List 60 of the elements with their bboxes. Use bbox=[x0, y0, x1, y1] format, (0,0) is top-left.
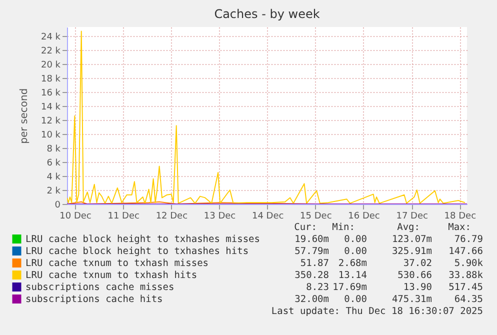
text: Avg: bbox=[397, 222, 420, 234]
y-tick-label: 14 k bbox=[40, 102, 62, 113]
text: 37.02 bbox=[403, 258, 432, 270]
legend-label: LRU cache txnum to txhash hits bbox=[26, 270, 198, 281]
text: 8.23 bbox=[306, 282, 329, 294]
y-tick-label: 12 k bbox=[40, 116, 62, 127]
text: 0.00 bbox=[344, 294, 367, 306]
text: 13.90 bbox=[403, 282, 432, 294]
x-tick-label: 17 Dec bbox=[396, 212, 428, 222]
text: 5.90k bbox=[454, 258, 483, 270]
text: 475.31m bbox=[392, 294, 432, 306]
text: 57.79m bbox=[294, 246, 329, 258]
legend-label: LRU cache block height to txhashes hits bbox=[26, 246, 249, 257]
line-series bbox=[67, 30, 466, 204]
text: 517.45 bbox=[448, 282, 483, 294]
text: 33.88k bbox=[448, 270, 483, 282]
y-tick-label: 0 bbox=[54, 200, 61, 210]
text: 17.69m bbox=[332, 282, 367, 294]
text: 0.00 bbox=[344, 234, 367, 246]
legend-label: LRU cache block height to txhashes misses bbox=[26, 234, 260, 245]
text: Max: bbox=[448, 222, 471, 234]
text: 123.07m bbox=[392, 234, 432, 246]
x-tick-label: 16 Dec bbox=[348, 212, 380, 222]
x-tick-label: 10 Dec bbox=[60, 212, 92, 222]
x-tick-label: 13 Dec bbox=[204, 212, 236, 222]
legend-label: LRU cache txnum to txhash misses bbox=[26, 258, 209, 269]
y-tick-label: 16 k bbox=[40, 88, 62, 99]
text: 350.28 bbox=[294, 270, 329, 282]
legend-label: subscriptions cache misses bbox=[26, 282, 174, 293]
text: 64.35 bbox=[454, 294, 483, 306]
text: 32.00m bbox=[294, 294, 329, 306]
chart-title: Caches - by week bbox=[214, 7, 320, 21]
text: 0.00 bbox=[344, 246, 367, 258]
y-tick-label: 2 k bbox=[46, 186, 62, 197]
x-tick-label: 11 Dec bbox=[108, 212, 140, 222]
y-tick-label: 4 k bbox=[46, 172, 62, 183]
y-tick-label: 22 k bbox=[40, 46, 62, 57]
text: 530.66 bbox=[398, 270, 432, 282]
text: Last update: Thu Dec 18 16:30:07 2025 bbox=[271, 306, 483, 318]
y-tick-label: 24 k bbox=[40, 32, 62, 43]
y-tick-label: 10 k bbox=[40, 130, 62, 141]
text: Cur: bbox=[294, 222, 317, 234]
text: 19.60m bbox=[294, 234, 329, 246]
text: 2.68m bbox=[338, 258, 367, 270]
y-tick-label: 6 k bbox=[46, 158, 62, 169]
y-axis-title: per second bbox=[18, 88, 30, 144]
x-tick-label: 15 Dec bbox=[300, 212, 332, 222]
x-tick-label: 14 Dec bbox=[252, 212, 284, 222]
x-tick-label: 18 Dec bbox=[444, 212, 476, 222]
text: 325.91m bbox=[392, 246, 432, 258]
text: 76.79 bbox=[454, 234, 483, 246]
legend-label: subscriptions cache hits bbox=[26, 294, 163, 305]
text: 13.14 bbox=[338, 270, 367, 282]
x-tick-label: 12 Dec bbox=[156, 212, 188, 222]
text: Min: bbox=[332, 222, 355, 234]
y-tick-label: 8 k bbox=[46, 144, 62, 155]
y-tick-label: 20 k bbox=[40, 60, 62, 71]
text: 147.66 bbox=[448, 246, 483, 258]
text: 51.87 bbox=[300, 258, 329, 270]
y-tick-label: 18 k bbox=[40, 74, 62, 85]
